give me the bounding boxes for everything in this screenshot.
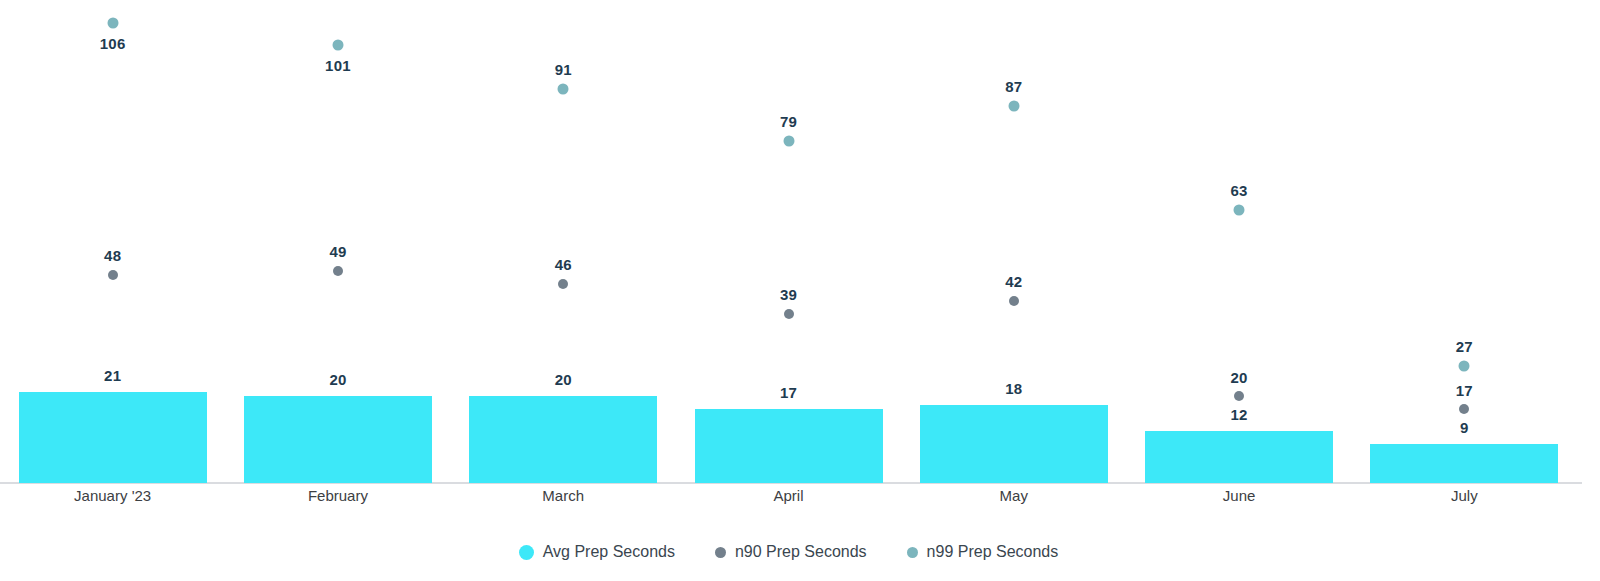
n99-prep-seconds-dot-march[interactable] <box>558 83 569 94</box>
n90-prep-seconds-value-label-february: 49 <box>329 243 346 260</box>
n99-prep-seconds-value-label-june: 63 <box>1231 182 1248 199</box>
x-axis-label-april: April <box>773 487 803 504</box>
n90-prep-seconds-dot-march[interactable] <box>558 279 568 289</box>
n99-prep-seconds-value-label-march: 91 <box>555 61 572 78</box>
n90-prep-seconds-value-label-july: 17 <box>1456 381 1473 398</box>
prep-seconds-chart: 21 48 106 January '23 20 49 101 February 20 46 91 M… <box>0 0 1600 581</box>
n90-prep-seconds-value-label-january-23: 48 <box>104 247 121 264</box>
x-axis-label-june: June <box>1223 487 1256 504</box>
bar-avg-prep-seconds-april[interactable] <box>695 409 883 483</box>
legend-item-avg-prep-seconds[interactable]: Avg Prep Seconds <box>519 543 675 561</box>
n90-prep-seconds-dot-january-23[interactable] <box>108 270 118 280</box>
legend-item-n90-prep-seconds[interactable]: n90 Prep Seconds <box>715 543 867 561</box>
bar-value-label-may: 18 <box>1005 379 1022 396</box>
bar-avg-prep-seconds-june[interactable] <box>1145 431 1333 483</box>
legend-label-avg-prep-seconds: Avg Prep Seconds <box>543 543 675 561</box>
n99-prep-seconds-value-label-february: 101 <box>325 56 351 73</box>
n90-prep-seconds-value-label-march: 46 <box>555 256 572 273</box>
x-axis-label-may: May <box>1000 487 1028 504</box>
legend-marker-avg-prep-seconds-icon <box>519 545 534 560</box>
x-axis-label-february: February <box>308 487 368 504</box>
n90-prep-seconds-dot-april[interactable] <box>784 309 794 319</box>
x-axis-label-march: March <box>542 487 584 504</box>
n90-prep-seconds-value-label-june: 20 <box>1231 368 1248 385</box>
legend: Avg Prep Seconds n90 Prep Seconds n99 Prep… <box>0 541 1577 563</box>
legend-marker-n90-prep-seconds-icon <box>715 547 726 558</box>
bar-value-label-january-23: 21 <box>104 366 121 383</box>
legend-marker-n99-prep-seconds-icon <box>907 547 918 558</box>
bar-value-label-march: 20 <box>555 371 572 388</box>
legend-label-n90-prep-seconds: n90 Prep Seconds <box>735 543 867 561</box>
n99-prep-seconds-dot-june[interactable] <box>1234 204 1245 215</box>
bar-avg-prep-seconds-march[interactable] <box>469 396 657 483</box>
x-axis-label-july: July <box>1451 487 1478 504</box>
n90-prep-seconds-dot-july[interactable] <box>1459 404 1469 414</box>
bar-avg-prep-seconds-july[interactable] <box>1370 444 1558 483</box>
bar-avg-prep-seconds-january-23[interactable] <box>19 392 207 483</box>
n99-prep-seconds-dot-february[interactable] <box>332 40 343 51</box>
bar-avg-prep-seconds-may[interactable] <box>920 405 1108 483</box>
bar-value-label-february: 20 <box>329 371 346 388</box>
legend-item-n99-prep-seconds[interactable]: n99 Prep Seconds <box>907 543 1059 561</box>
x-axis-label-january-23: January '23 <box>74 487 151 504</box>
n99-prep-seconds-dot-april[interactable] <box>783 135 794 146</box>
n90-prep-seconds-dot-may[interactable] <box>1009 296 1019 306</box>
legend-label-n99-prep-seconds: n99 Prep Seconds <box>927 543 1059 561</box>
n90-prep-seconds-value-label-april: 39 <box>780 286 797 303</box>
n99-prep-seconds-value-label-january-23: 106 <box>100 34 126 51</box>
n99-prep-seconds-value-label-july: 27 <box>1456 338 1473 355</box>
n90-prep-seconds-value-label-may: 42 <box>1005 273 1022 290</box>
plot-area: 21 48 106 January '23 20 49 101 February 20 46 91 M… <box>0 0 1577 581</box>
n90-prep-seconds-dot-february[interactable] <box>333 266 343 276</box>
n99-prep-seconds-value-label-may: 87 <box>1005 78 1022 95</box>
n99-prep-seconds-dot-january-23[interactable] <box>107 18 118 29</box>
n99-prep-seconds-dot-july[interactable] <box>1459 360 1470 371</box>
n99-prep-seconds-dot-may[interactable] <box>1008 100 1019 111</box>
bar-avg-prep-seconds-february[interactable] <box>244 396 432 483</box>
bar-value-label-july: 9 <box>1460 418 1469 435</box>
n90-prep-seconds-dot-june[interactable] <box>1234 391 1244 401</box>
bar-value-label-april: 17 <box>780 384 797 401</box>
n99-prep-seconds-value-label-april: 79 <box>780 113 797 130</box>
bar-value-label-june: 12 <box>1231 405 1248 422</box>
